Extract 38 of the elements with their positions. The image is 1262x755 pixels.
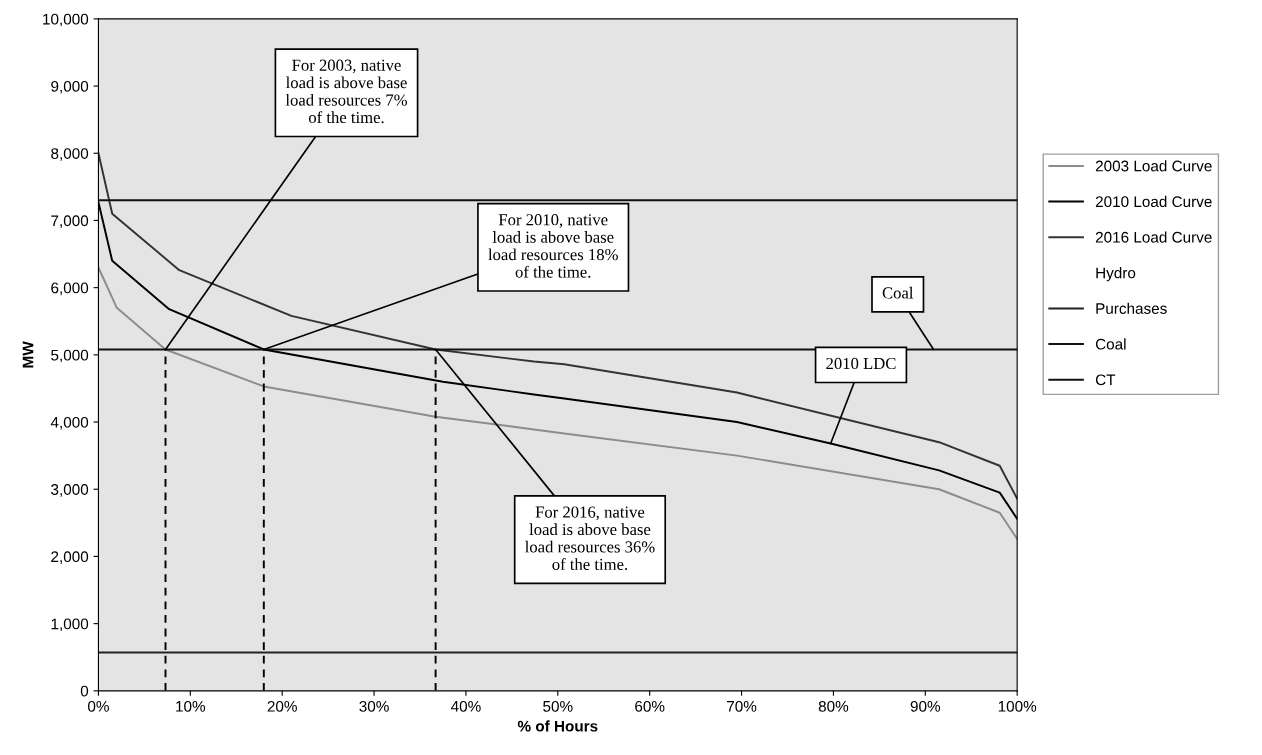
text: Hydro xyxy=(1096,267,1136,282)
x-tick-label: 60% xyxy=(635,700,665,712)
legend-label: Purchases xyxy=(1096,302,1167,314)
y-tick-label: 10,000 xyxy=(43,13,89,27)
x-tick-label: 100% xyxy=(998,700,1037,712)
y-tick-label: 2,000 xyxy=(51,551,89,564)
x-axis-title: % of Hours xyxy=(517,720,598,732)
annotation: For 2003, native load is above base load resources 7% of the time. xyxy=(285,59,408,124)
legend-label: Coal xyxy=(1095,338,1126,350)
legend-label: 2016 Load Curve xyxy=(1095,231,1212,243)
x-tick-label: 40% xyxy=(450,700,481,712)
y-tick-label: 3,000 xyxy=(51,484,89,497)
annotation: Coal xyxy=(882,286,914,299)
y-tick-label: 6,000 xyxy=(51,282,89,296)
y-axis-title: MW xyxy=(22,341,34,368)
x-tick-label: 20% xyxy=(267,700,297,712)
annotation: For 2010, native load is above base load resources 18% of the time. xyxy=(488,214,618,278)
y-tick-label: 0 xyxy=(80,685,89,697)
x-tick-label: 90% xyxy=(910,700,941,712)
y-tick-label: 1,000 xyxy=(51,618,89,632)
annotation: For 2016, native load is above base load resources 36% of the time. xyxy=(525,506,655,571)
x-tick-label: 30% xyxy=(359,700,389,712)
x-tick-label: 50% xyxy=(543,700,573,712)
legend-label: 2010 Load Curve xyxy=(1095,195,1212,208)
y-tick-label: 4,000 xyxy=(50,416,89,430)
legend-label: CT xyxy=(1095,374,1116,386)
y-tick-label: 8,000 xyxy=(51,148,89,161)
x-tick-label: 0% xyxy=(87,700,109,712)
legend-label: 2003 Load Curve xyxy=(1095,160,1212,172)
line-series xyxy=(98,152,1018,500)
x-tick-label: 70% xyxy=(727,700,757,712)
y-tick-label: 7,000 xyxy=(51,215,89,228)
y-tick-label: 9,000 xyxy=(51,80,89,94)
x-tick-label: 80% xyxy=(818,700,849,712)
line-series xyxy=(98,266,1018,540)
y-tick-label: 5,000 xyxy=(51,349,89,363)
x-tick-label: 10% xyxy=(176,700,206,712)
annotation: 2010 LDC xyxy=(826,357,896,370)
